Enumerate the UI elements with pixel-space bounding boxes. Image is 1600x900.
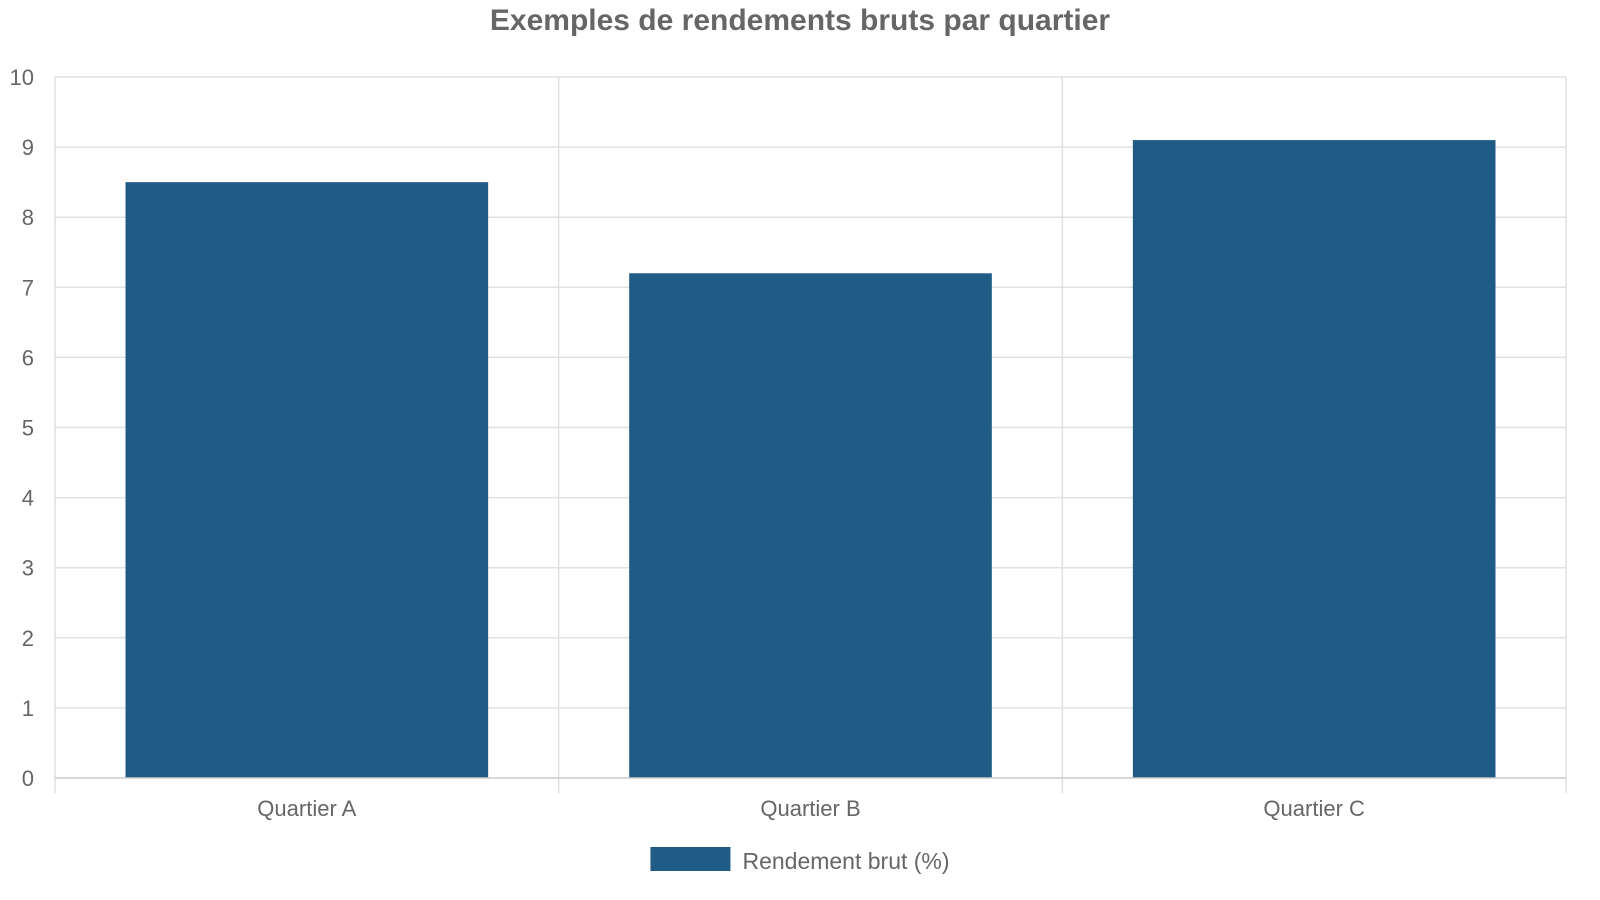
y-tick-label: 8 (22, 205, 34, 230)
x-tick-label: Quartier B (760, 796, 860, 821)
y-tick-label: 7 (22, 275, 34, 300)
x-tick-label: Quartier A (257, 796, 356, 821)
y-tick-label: 9 (22, 135, 34, 160)
legend-swatch (650, 847, 731, 871)
y-tick-label: 3 (22, 556, 34, 581)
x-tick-label: Quartier C (1263, 796, 1365, 821)
y-tick-label: 0 (22, 766, 34, 791)
y-tick-label: 2 (22, 626, 34, 651)
y-tick-label: 4 (22, 486, 34, 511)
bars (125, 140, 1496, 779)
y-tick-label: 6 (22, 345, 34, 370)
y-tick-label: 5 (22, 416, 34, 441)
y-axis-tick-labels: 0 1 2 3 4 5 6 7 8 9 10 (10, 65, 34, 791)
legend-label: Rendement brut (%) (742, 848, 949, 874)
bar-quartier-c (1132, 140, 1496, 779)
y-tick-label: 10 (10, 65, 34, 90)
legend-item: Rendement brut (%) (650, 847, 950, 874)
x-axis-tick-labels: Quartier A Quartier B Quartier C (257, 796, 1365, 821)
legend: Rendement brut (%) (650, 847, 950, 874)
bar-quartier-a (125, 182, 489, 778)
chart-title: Exemples de rendements bruts par quartie… (490, 4, 1111, 37)
y-tick-label: 1 (22, 696, 34, 721)
bar-quartier-b (629, 273, 992, 778)
